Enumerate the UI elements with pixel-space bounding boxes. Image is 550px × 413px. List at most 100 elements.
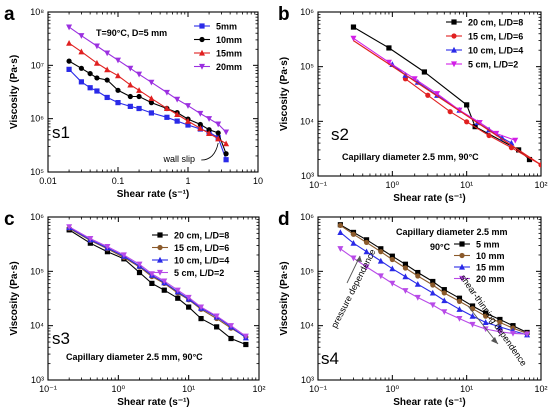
data-point	[350, 239, 357, 246]
data-point	[363, 264, 370, 271]
data-point	[350, 35, 357, 42]
data-point	[223, 157, 229, 163]
data-point	[87, 85, 93, 91]
data-point	[136, 261, 143, 268]
data-point	[377, 257, 384, 264]
x-tick-label: 0.1	[112, 176, 125, 186]
data-point	[350, 231, 357, 237]
series-20-cm-l-d-8	[66, 227, 249, 348]
data-point	[402, 261, 409, 267]
panel-letter: d	[278, 209, 290, 230]
legend-label: 20 cm, L/D=8	[174, 231, 229, 241]
trend-line	[353, 40, 541, 166]
legend-marker	[199, 49, 205, 56]
data-point	[389, 280, 396, 287]
data-point	[87, 240, 93, 246]
data-point	[430, 282, 436, 288]
series-20-mm	[337, 246, 531, 338]
x-tick-label: 10²	[534, 180, 547, 190]
data-point	[66, 66, 72, 72]
data-point	[402, 288, 409, 294]
legend-label: 5 mm	[476, 240, 500, 250]
data-point	[441, 290, 447, 296]
data-point	[223, 140, 230, 147]
data-point	[206, 130, 213, 136]
data-point	[185, 103, 191, 109]
data-point	[197, 110, 204, 117]
series-line	[68, 26, 227, 133]
data-point	[198, 304, 205, 311]
data-point	[66, 24, 73, 31]
data-point	[198, 315, 204, 322]
data-point	[363, 237, 370, 243]
y-tick-label: 10³	[31, 375, 44, 385]
condition-note: Capillary diameter 2.5 mm, 90°C	[342, 152, 479, 162]
condition-note: Capillary diameter 2.5 mm, 90°C	[66, 352, 203, 362]
data-point	[66, 224, 73, 231]
data-point	[186, 304, 192, 310]
data-point	[469, 303, 476, 309]
legend-marker	[199, 36, 205, 43]
data-point	[206, 127, 212, 133]
data-point	[115, 72, 121, 79]
data-point	[223, 151, 229, 157]
data-point	[104, 66, 111, 73]
x-tick-label: 10⁻¹	[309, 384, 327, 394]
chart-panel-b: 10⁻¹ 10⁰ 10¹ 10² 10³ 10⁴ 10⁵ 10⁶ Shear rate (s⁻¹…	[278, 4, 548, 204]
legend-item: 20 mm	[454, 274, 505, 284]
data-point	[223, 129, 230, 136]
data-point	[197, 121, 203, 128]
data-point	[215, 135, 222, 142]
data-point	[163, 105, 170, 111]
data-point	[185, 122, 191, 128]
data-point	[78, 33, 85, 39]
data-point	[115, 57, 121, 64]
data-point	[469, 312, 476, 319]
data-point	[483, 313, 489, 319]
data-point	[421, 69, 427, 75]
legend-item: 15 mm	[454, 263, 505, 273]
shear-arrowhead	[491, 337, 498, 344]
data-point	[164, 114, 170, 120]
x-tick-label: 1	[185, 176, 190, 186]
y-tick-label: 10⁵	[300, 266, 314, 276]
data-point	[337, 246, 344, 252]
data-point	[425, 92, 431, 98]
data-point	[214, 324, 220, 330]
data-point	[148, 100, 154, 106]
legend-label: 10 cm, L/D=4	[174, 256, 229, 266]
data-point	[175, 295, 181, 301]
data-point	[66, 40, 73, 46]
data-point	[104, 94, 110, 101]
data-point	[185, 117, 191, 124]
data-point	[104, 244, 111, 250]
y-tick-label: 10⁵	[30, 266, 44, 276]
data-point	[228, 335, 234, 342]
y-tick-label: 10⁴	[300, 116, 314, 126]
data-point	[509, 330, 516, 337]
data-point	[115, 100, 121, 106]
legend-marker	[157, 232, 163, 238]
plot-frame	[317, 11, 542, 177]
plot-frame	[47, 216, 260, 381]
data-point	[174, 96, 181, 103]
data-point	[206, 116, 213, 122]
data-point	[127, 65, 134, 72]
x-tick-label: 10¹	[460, 384, 473, 394]
legend-marker	[451, 46, 457, 53]
data-point	[464, 102, 470, 108]
legend-label: 15 mm	[476, 263, 505, 273]
data-point	[161, 287, 167, 293]
pressure-arrowhead	[356, 256, 362, 262]
data-point	[386, 45, 392, 51]
data-point	[429, 302, 436, 309]
data-point	[496, 323, 503, 330]
data-point	[434, 91, 441, 97]
data-point	[78, 79, 84, 85]
condition-note: Capillary diameter 2.5 mm	[396, 227, 508, 237]
legend-item: 10 cm, L/D=4	[152, 256, 229, 266]
data-point	[104, 249, 111, 255]
data-point	[350, 255, 357, 262]
y-tick-label: 10³	[301, 171, 314, 181]
legend-item: 15 cm, L/D=6	[152, 243, 229, 253]
